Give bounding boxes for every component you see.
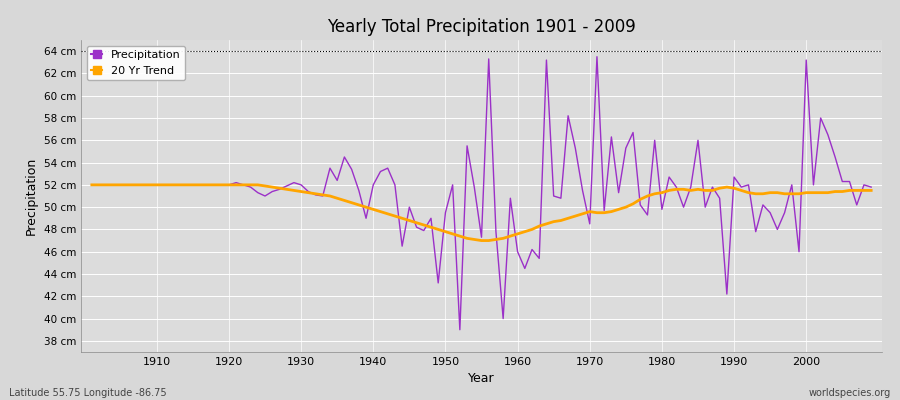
Y-axis label: Precipitation: Precipitation: [25, 157, 38, 235]
Text: worldspecies.org: worldspecies.org: [809, 388, 891, 398]
X-axis label: Year: Year: [468, 372, 495, 386]
Legend: Precipitation, 20 Yr Trend: Precipitation, 20 Yr Trend: [86, 46, 185, 80]
Title: Yearly Total Precipitation 1901 - 2009: Yearly Total Precipitation 1901 - 2009: [327, 18, 636, 36]
Text: Latitude 55.75 Longitude -86.75: Latitude 55.75 Longitude -86.75: [9, 388, 166, 398]
